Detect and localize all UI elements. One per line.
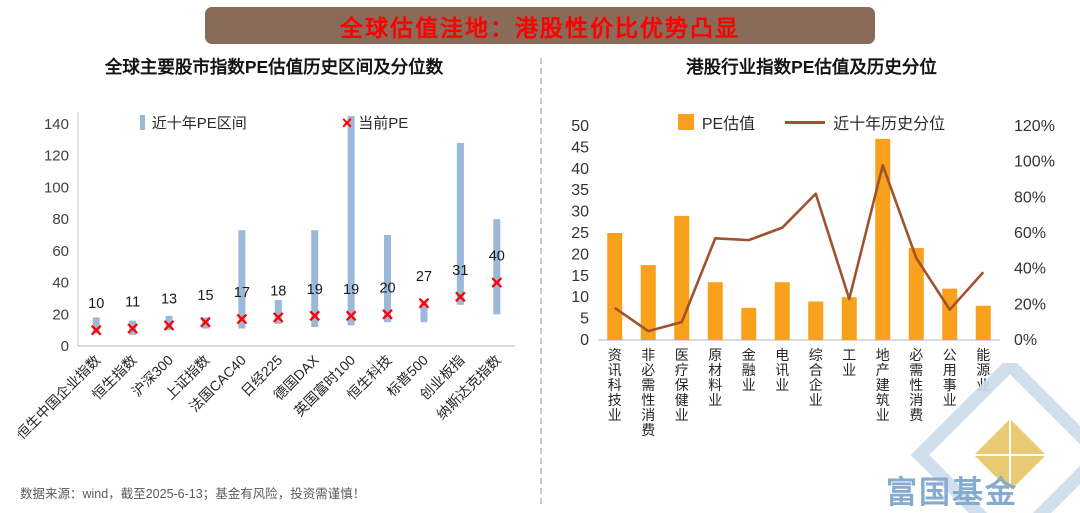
svg-text:地产建筑业: 地产建筑业 [876, 347, 890, 423]
global-pe-panel: 全球主要股市指数PE估值历史区间及分位数 0 20 40 60 80 100 120 140 1… [18, 56, 530, 482]
svg-text:40: 40 [52, 275, 69, 292]
svg-text:31: 31 [452, 263, 468, 279]
hk-sector-panel: 港股行业指数PE估值及历史分位 0 5 10 15 20 25 30 35 40 45 50 0% 20… [548, 56, 1075, 513]
left-chart-title: 全球主要股市指数PE估值历史区间及分位数 [104, 57, 444, 77]
svg-text:11: 11 [125, 295, 140, 311]
svg-text:15: 15 [571, 268, 589, 285]
svg-text:40: 40 [571, 161, 589, 178]
svg-text:15: 15 [197, 288, 213, 304]
svg-text:120%: 120% [1014, 118, 1055, 135]
svg-text:50: 50 [571, 118, 589, 135]
svg-text:80%: 80% [1014, 189, 1046, 206]
source-note: 数据来源：wind，截至2025-6-13；基金有风险，投资需谨慎！ [20, 487, 366, 501]
svg-text:20: 20 [571, 246, 589, 263]
svg-text:0%: 0% [1014, 332, 1037, 349]
svg-text:10: 10 [571, 289, 589, 306]
hk-sector-pe-chart: 0 5 10 15 20 25 30 35 40 45 50 0% 20% 40% 60% 80% 100% 12… [571, 118, 1055, 438]
svg-text:35: 35 [571, 182, 589, 199]
svg-text:17: 17 [234, 285, 250, 301]
svg-text:0: 0 [580, 332, 589, 349]
svg-text:140: 140 [44, 116, 69, 133]
svg-text:公用事业: 公用事业 [943, 347, 957, 408]
page-title: 全球估值洼地：港股性价比优势凸显 [340, 14, 740, 41]
svg-text:资讯科技业: 资讯科技业 [608, 347, 622, 423]
svg-text:120: 120 [44, 148, 69, 165]
svg-text:100%: 100% [1014, 154, 1055, 171]
svg-text:20: 20 [379, 280, 395, 296]
global-pe-range-chart: 02040608010012014010恒生中国企业指数11恒生指数13沪深30… [18, 112, 515, 443]
svg-text:工业: 工业 [842, 347, 856, 378]
svg-text:60: 60 [52, 243, 69, 260]
svg-text:80: 80 [52, 211, 69, 228]
svg-text:45: 45 [571, 139, 589, 156]
svg-text:能源业: 能源业 [976, 347, 990, 393]
svg-text:13: 13 [161, 291, 177, 307]
svg-text:18: 18 [270, 283, 286, 299]
svg-text:纳斯达克指数: 纳斯达克指数 [433, 352, 504, 423]
svg-text:必需性消费: 必需性消费 [909, 347, 923, 423]
title-banner: 全球估值洼地：港股性价比优势凸显 [205, 7, 875, 44]
svg-text:医疗保健业: 医疗保健业 [675, 347, 689, 423]
svg-text:40: 40 [489, 249, 505, 265]
vertical-divider [540, 58, 542, 504]
svg-text:25: 25 [571, 225, 589, 242]
svg-text:27: 27 [416, 269, 432, 285]
svg-text:原材料业: 原材料业 [708, 347, 722, 408]
svg-text:40%: 40% [1014, 261, 1046, 278]
right-chart-title: 港股行业指数PE估值及历史分位 [686, 57, 937, 77]
svg-text:19: 19 [307, 282, 323, 298]
svg-text:10: 10 [88, 296, 104, 312]
svg-text:0: 0 [61, 338, 69, 355]
svg-text:综合企业: 综合企业 [809, 347, 823, 408]
svg-text:19: 19 [343, 282, 359, 298]
svg-text:恒生中国企业指数: 恒生中国企业指数 [18, 352, 103, 443]
svg-text:20%: 20% [1014, 296, 1046, 313]
svg-text:金融业: 金融业 [742, 347, 756, 393]
svg-text:20: 20 [52, 306, 69, 323]
svg-text:100: 100 [44, 179, 69, 196]
svg-text:电讯业: 电讯业 [775, 347, 789, 393]
svg-text:非必需性消费: 非必需性消费 [641, 347, 655, 438]
svg-text:60%: 60% [1014, 225, 1046, 242]
svg-text:5: 5 [580, 311, 589, 328]
svg-text:30: 30 [571, 204, 589, 221]
